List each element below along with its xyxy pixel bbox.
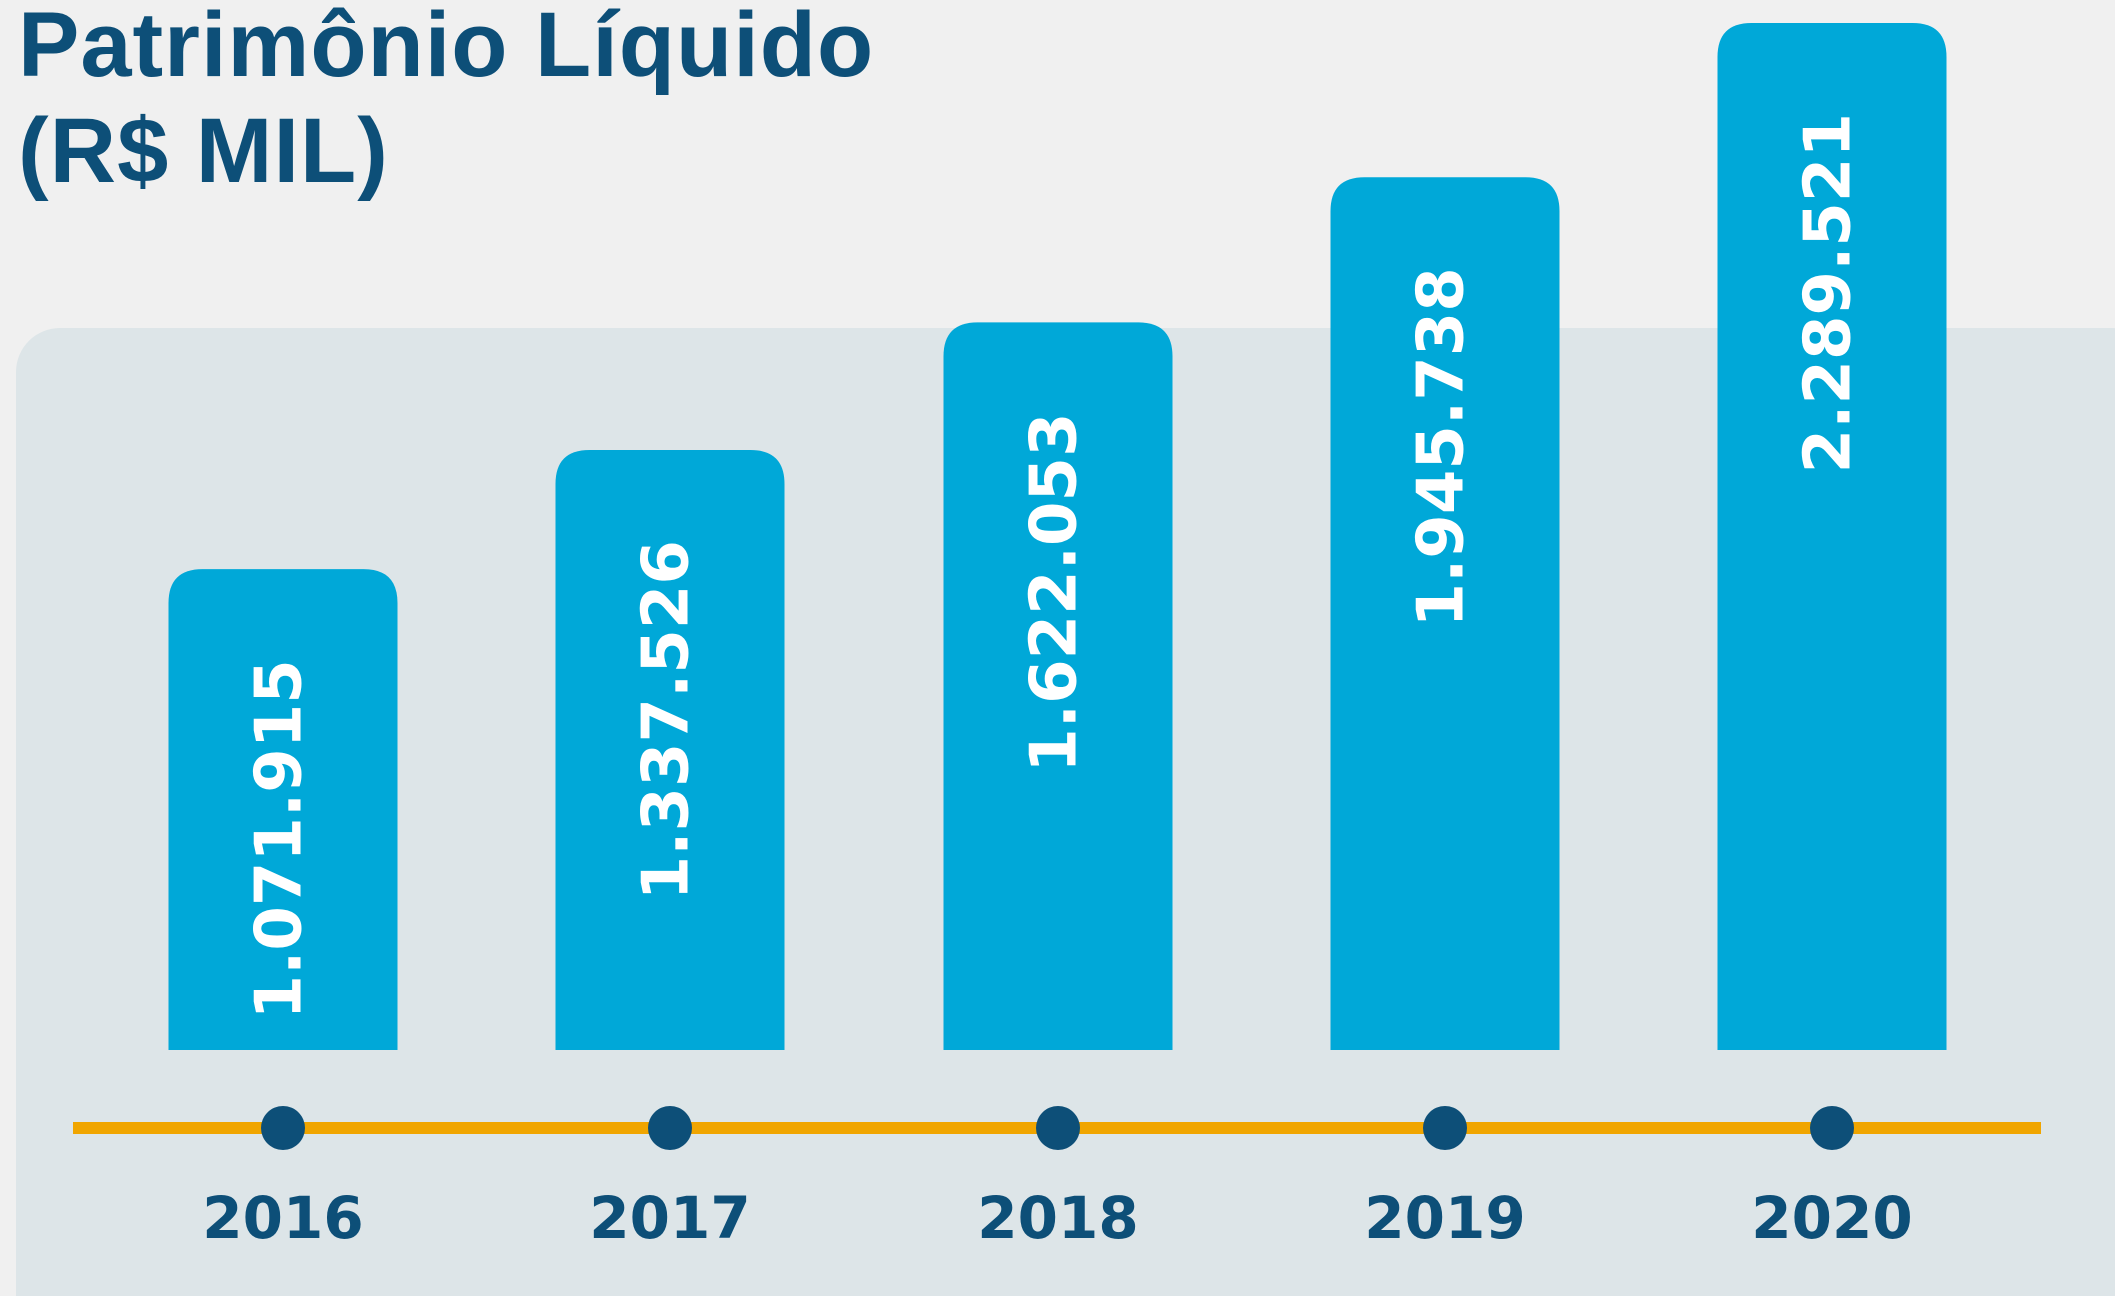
- bar: [1330, 177, 1560, 1050]
- bar: [943, 322, 1173, 1050]
- x-tick-label: 2016: [202, 1184, 363, 1252]
- x-tick-label: 2017: [589, 1184, 750, 1252]
- timeline-dot: [261, 1106, 305, 1150]
- bar: [555, 450, 785, 1050]
- value-label: 2.289.521: [1792, 113, 1866, 473]
- bar: [168, 569, 398, 1050]
- x-tick-label: 2020: [1751, 1184, 1912, 1252]
- bar: [1717, 23, 1947, 1050]
- chart-title: Patrimônio Líquido (R$ MIL): [18, 0, 875, 202]
- value-label: 1.622.053: [1018, 412, 1092, 772]
- value-label: 1.337.526: [630, 540, 704, 900]
- timeline-dot: [1423, 1106, 1467, 1150]
- timeline-dot: [1036, 1106, 1080, 1150]
- value-label: 1.945.738: [1405, 267, 1479, 627]
- x-tick-label: 2019: [1364, 1184, 1525, 1252]
- x-tick-label: 2018: [977, 1184, 1138, 1252]
- value-label: 1.071.915: [243, 659, 317, 1019]
- timeline-dot: [648, 1106, 692, 1150]
- timeline-dot: [1810, 1106, 1854, 1150]
